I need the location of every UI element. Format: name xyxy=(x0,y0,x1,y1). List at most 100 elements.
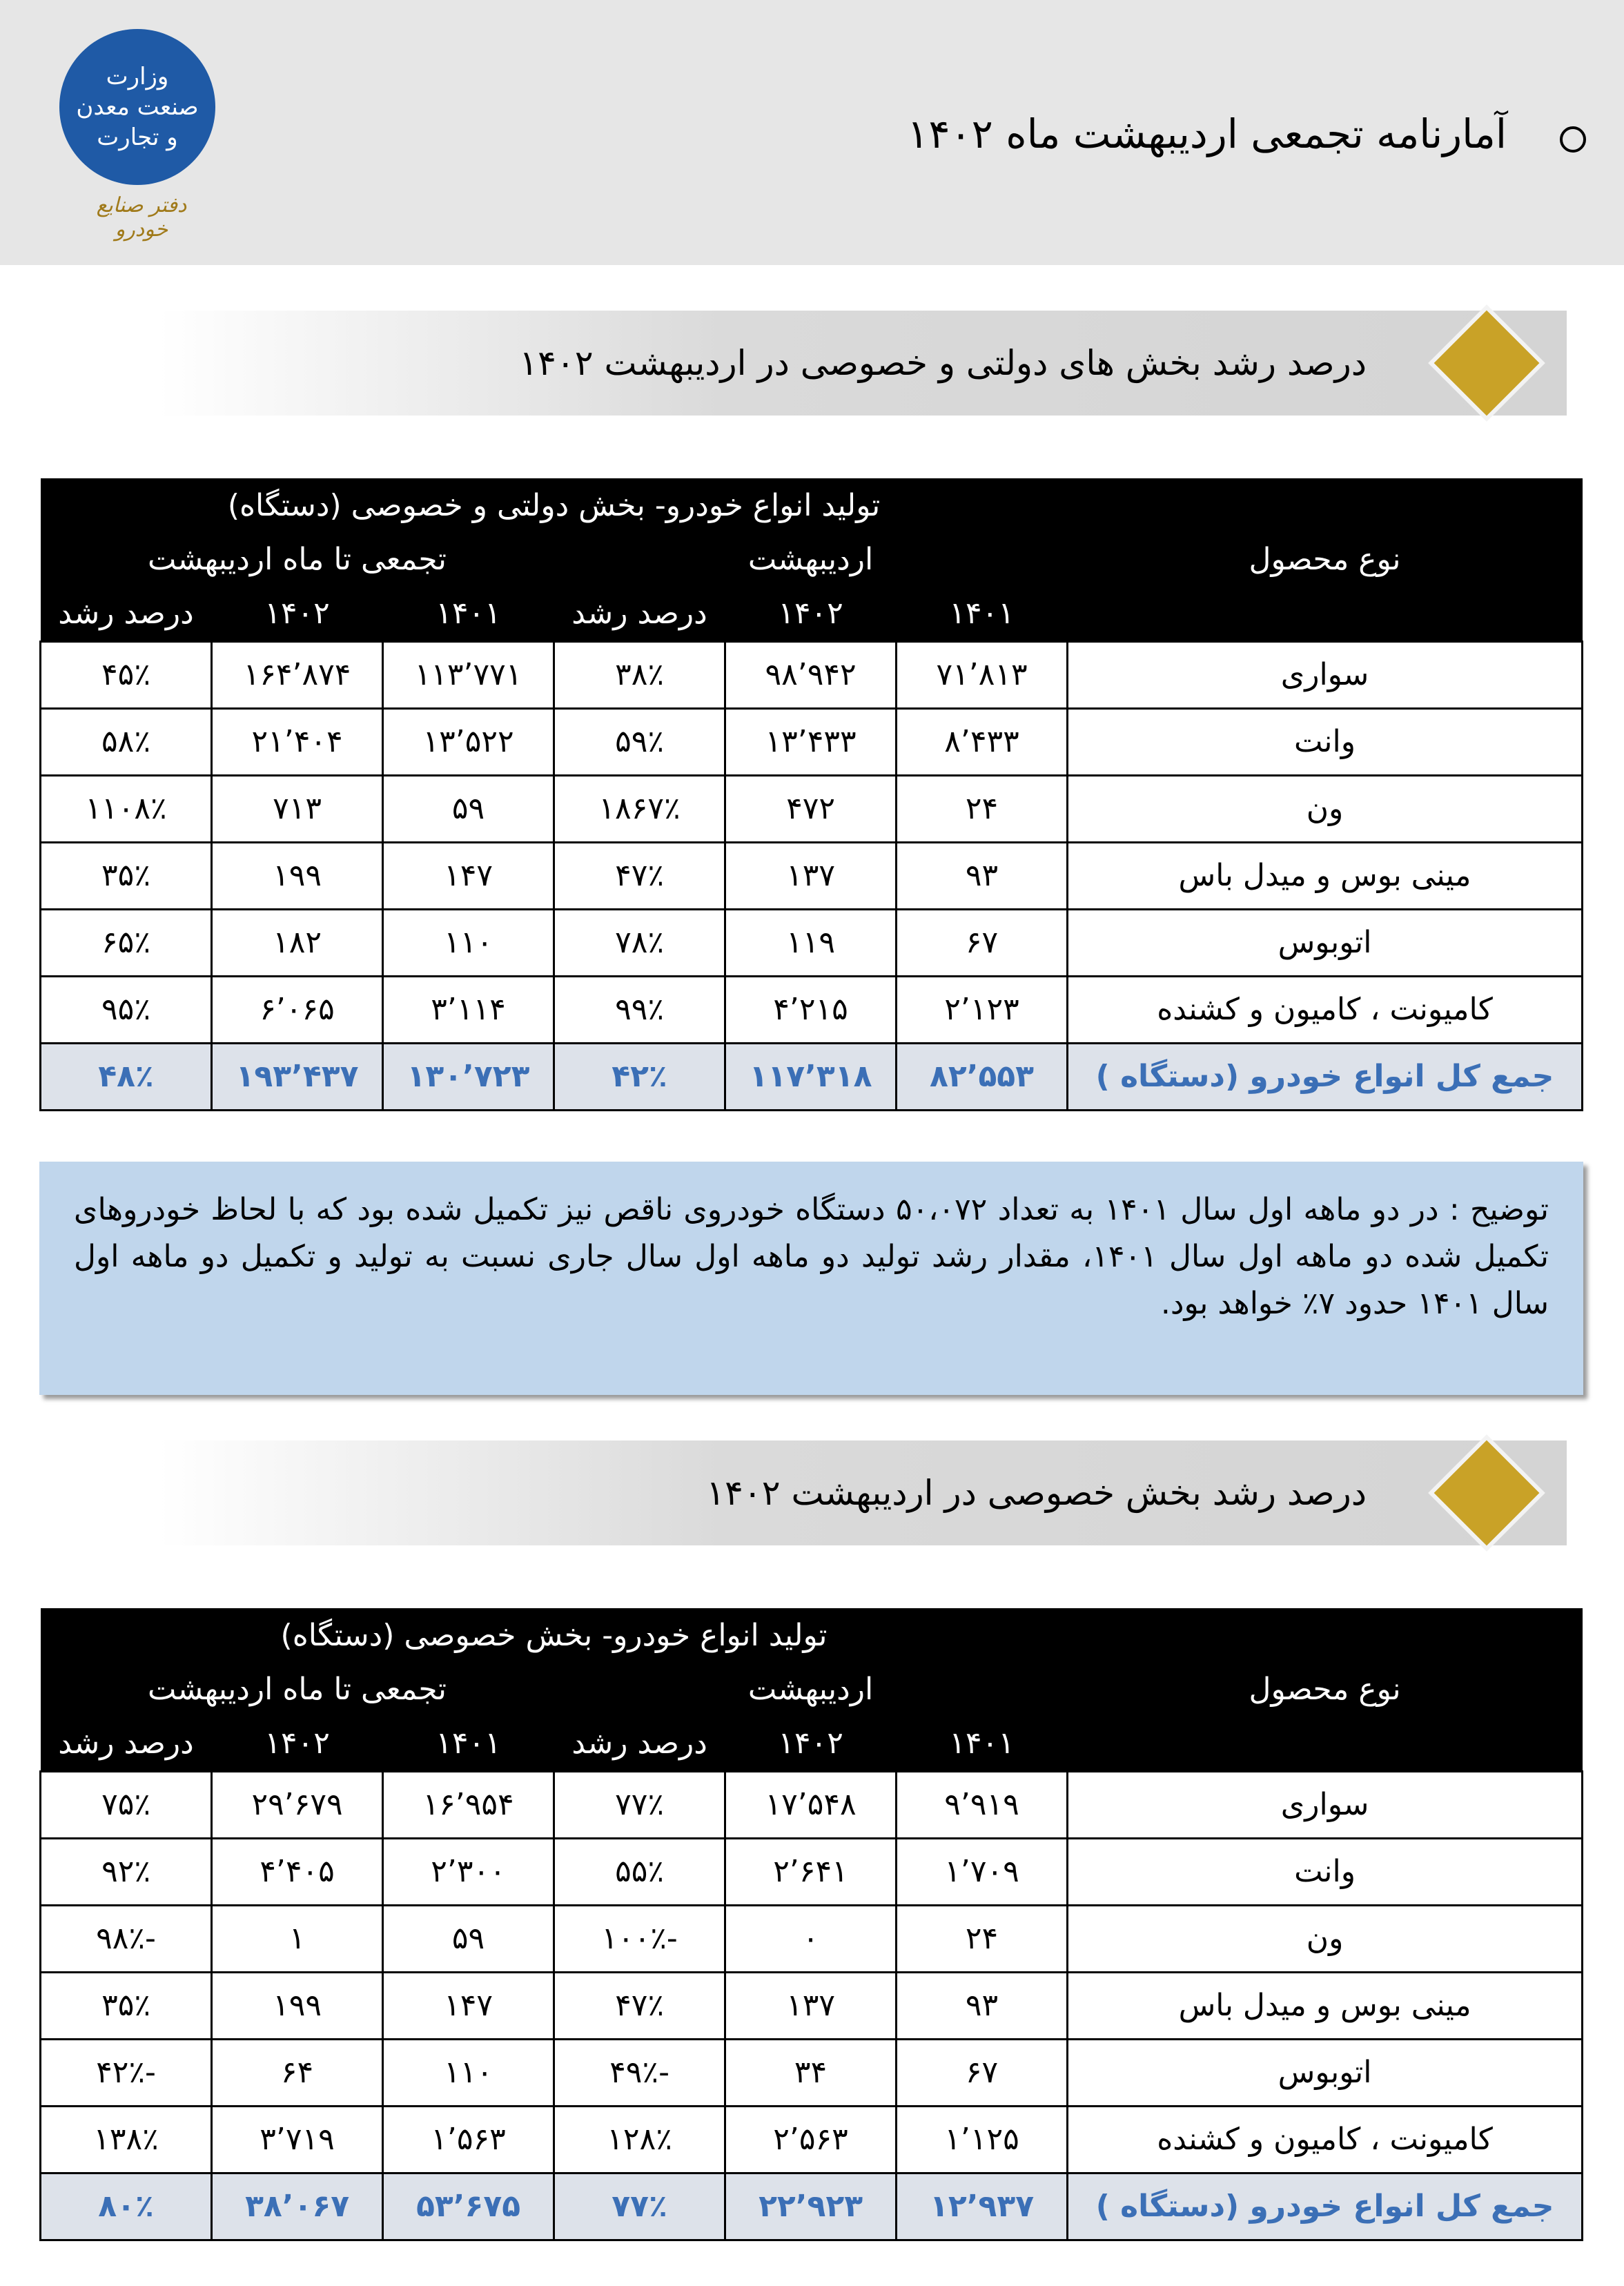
product-cell: وانت xyxy=(1066,1837,1584,1906)
value-cell: ۱۹۹ xyxy=(211,1971,384,2040)
value-cell: ۲٬۶۴۱ xyxy=(724,1837,898,1906)
value-cell: ۳۸٪ xyxy=(553,640,727,710)
total-cell: ۸۲٬۵۵۳ xyxy=(895,1042,1069,1111)
column-header: ۱۴۰۲ xyxy=(725,1716,897,1771)
value-cell: ۱ xyxy=(211,1904,384,1973)
value-cell: ۲۱٬۴۰۴ xyxy=(211,707,384,776)
table-caption: تولید انواع خودرو- بخش دولتی و خصوصی (دس… xyxy=(40,478,1068,532)
product-header: نوع محصول xyxy=(1067,1608,1583,1771)
data-row: وانت ۱٬۷۰۹ ۲٬۶۴۱ ۵۵٪ ۲٬۳۰۰ ۴٬۴۰۵ ۹۲٪ xyxy=(39,1837,1584,1906)
product-cell: مینی بوس و میدل باس xyxy=(1066,841,1584,910)
product-cell: وانت xyxy=(1066,707,1584,776)
department: دفتر صنایع خودرو xyxy=(96,193,187,242)
value-cell: ۹۲٪ xyxy=(39,1837,213,1906)
total-cell: ۵۳٬۶۷۵ xyxy=(382,2171,556,2241)
data-row: مینی بوس و میدل باس ۹۳ ۱۳۷ ۴۷٪ ۱۴۷ ۱۹۹ ۳۵٪ xyxy=(39,1971,1584,2040)
value-cell: ۵۹٪ xyxy=(553,707,727,776)
note: توضیح : در دو ماهه اول سال ۱۴۰۱ به تعداد… xyxy=(39,1162,1583,1395)
value-cell: ۱۶٬۹۵۴ xyxy=(382,1770,556,1839)
data-row: کامیونت ، کامیون و کشنده ۲٬۱۲۳ ۴٬۲۱۵ ۹۹٪ ۳٬۱… xyxy=(39,975,1584,1044)
value-cell: ۱٬۱۲۵ xyxy=(895,2104,1069,2174)
value-cell: ۱٬۷۰۹ xyxy=(895,1837,1069,1906)
value-cell: ۳۴ xyxy=(724,2038,898,2107)
value-cell: ۷۱٬۸۱۳ xyxy=(895,640,1069,710)
value-cell: ۱۳۸٪ xyxy=(39,2104,213,2174)
column-header: درصد رشد xyxy=(40,586,212,641)
total-cell: ۴۸٪ xyxy=(39,1042,213,1111)
value-cell: ۳۵٪ xyxy=(39,841,213,910)
column-header: ۱۴۰۱ xyxy=(896,586,1068,641)
product-cell: کامیونت ، کامیون و کشنده xyxy=(1066,975,1584,1044)
data-row: سواری ۹٬۹۱۹ ۱۷٬۵۴۸ ۷۷٪ ۱۶٬۹۵۴ ۲۹٬۶۷۹ ۷۵٪ xyxy=(39,1770,1584,1839)
total-row: جمع کل انواع خودرو (دستگاه ) ۸۲٬۵۵۳ ۱۱۷٬۳۱… xyxy=(39,1042,1584,1111)
value-cell: ۹۹٪ xyxy=(553,975,727,1044)
value-cell: ۳٬۷۱۹ xyxy=(211,2104,384,2174)
table-caption: تولید انواع خودرو- بخش خصوصی (دستگاه) xyxy=(40,1608,1068,1662)
column-header: درصد رشد xyxy=(554,586,725,641)
value-cell: ۱۳٬۴۳۳ xyxy=(724,707,898,776)
value-cell: ۸٬۴۳۳ xyxy=(895,707,1069,776)
bullet xyxy=(1560,126,1586,153)
value-cell: ۱۶۴٬۸۷۴ xyxy=(211,640,384,710)
value-cell: ۹۸٬۹۴۲ xyxy=(724,640,898,710)
total-cell: ۴۲٪ xyxy=(553,1042,727,1111)
product-cell: ون xyxy=(1066,774,1584,843)
value-cell: ۵۹ xyxy=(382,1904,556,1973)
value-cell: -۴۲٪ xyxy=(39,2038,213,2107)
data-row: ون ۲۴ ۰ -۱۰۰٪ ۵۹ ۱ -۹۸٪ xyxy=(39,1904,1584,1973)
period-header: اردیبهشت xyxy=(554,1662,1068,1716)
value-cell: ۷۸٪ xyxy=(553,908,727,977)
value-cell: ۶۷ xyxy=(895,2038,1069,2107)
value-cell: ۷۵٪ xyxy=(39,1770,213,1839)
value-cell: ۴۵٪ xyxy=(39,640,213,710)
value-cell: ۱۱۰ xyxy=(382,2038,556,2107)
value-cell: -۴۹٪ xyxy=(553,2038,727,2107)
value-cell: ۱۹۹ xyxy=(211,841,384,910)
header-row: نوع محصول تولید انواع خودرو- بخش دولتی و … xyxy=(40,478,1583,641)
value-cell: ۹۳ xyxy=(895,1971,1069,2040)
value-cell: ۱۸۶۷٪ xyxy=(553,774,727,843)
data-table: نوع محصول تولید انواع خودرو- بخش خصوصی (د… xyxy=(39,1608,1584,2241)
value-cell: ۱۴۷ xyxy=(382,1971,556,2040)
value-cell: ۶۴ xyxy=(211,2038,384,2107)
value-cell: -۹۸٪ xyxy=(39,1904,213,1973)
product-cell: اتوبوس xyxy=(1066,908,1584,977)
value-cell: ۴۷۲ xyxy=(724,774,898,843)
column-header: درصد رشد xyxy=(554,1716,725,1771)
period-header: اردیبهشت xyxy=(554,532,1068,586)
column-header: ۱۴۰۱ xyxy=(896,1716,1068,1771)
value-cell: ۱۳۷ xyxy=(724,841,898,910)
value-cell: ۶۵٪ xyxy=(39,908,213,977)
logo: وزارت صنعت معدن و تجارت xyxy=(59,29,215,185)
value-cell: ۵۵٪ xyxy=(553,1837,727,1906)
total-cell: ۸۰٪ xyxy=(39,2171,213,2241)
header-row: ۱۴۰۱ ۱۴۰۲ درصد رشد ۱۴۰۱ ۱۴۰۲ درصد رشد xyxy=(40,586,1583,641)
data-row: سواری ۷۱٬۸۱۳ ۹۸٬۹۴۲ ۳۸٪ ۱۱۳٬۷۷۱ ۱۶۴٬۸۷۴ ۴۵٪ xyxy=(39,640,1584,710)
period-header: تجمعی تا ماه اردیبهشت xyxy=(40,532,554,586)
value-cell: ۴۷٪ xyxy=(553,841,727,910)
data-row: کامیونت ، کامیون و کشنده ۱٬۱۲۵ ۲٬۵۶۳ ۱۲۸٪ ۱٬… xyxy=(39,2104,1584,2174)
product-cell: اتوبوس xyxy=(1066,2038,1584,2107)
value-cell: ۲٬۱۲۳ xyxy=(895,975,1069,1044)
header-band xyxy=(0,0,1624,265)
total-cell: ۱۲٬۹۳۷ xyxy=(895,2171,1069,2241)
value-cell: ۹۵٪ xyxy=(39,975,213,1044)
section-title: درصد رشد بخش های دولتی و خصوصی در اردیبه… xyxy=(519,343,1367,383)
value-cell: ۶۷ xyxy=(895,908,1069,977)
value-cell: ۹٬۹۱۹ xyxy=(895,1770,1069,1839)
product-cell: ون xyxy=(1066,1904,1584,1973)
total-cell: ۱۳۰٬۷۲۳ xyxy=(382,1042,556,1111)
total-cell: ۳۸٬۰۶۷ xyxy=(211,2171,384,2241)
value-cell: ۱۱۳٬۷۷۱ xyxy=(382,640,556,710)
section-band: درصد رشد بخش خصوصی در اردیبهشت ۱۴۰۲ xyxy=(159,1440,1567,1545)
value-cell: ۲۹٬۶۷۹ xyxy=(211,1770,384,1839)
header-row: ۱۴۰۱ ۱۴۰۲ درصد رشد ۱۴۰۱ ۱۴۰۲ درصد رشد xyxy=(40,1716,1583,1771)
value-cell: ۱۸۲ xyxy=(211,908,384,977)
value-cell: ۱۳٬۵۲۲ xyxy=(382,707,556,776)
data-table: نوع محصول تولید انواع خودرو- بخش دولتی و … xyxy=(39,478,1584,1111)
value-cell: ۴٬۲۱۵ xyxy=(724,975,898,1044)
value-cell: ۴۷٪ xyxy=(553,1971,727,2040)
product-header: نوع محصول xyxy=(1067,478,1583,641)
